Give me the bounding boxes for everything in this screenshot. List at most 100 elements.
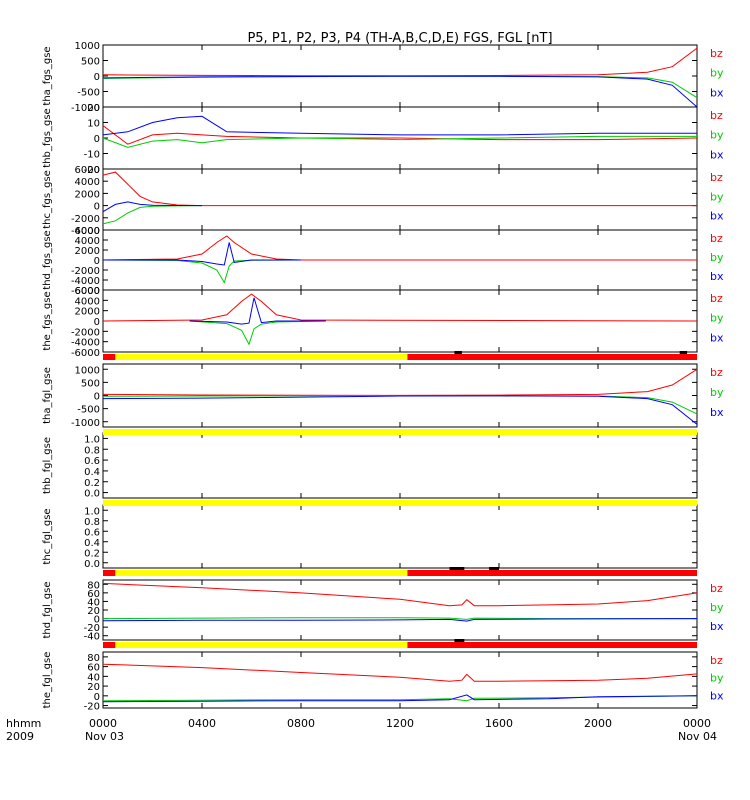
y-tick-label: 60 <box>87 589 100 600</box>
y-tick-label: 0.0 <box>84 559 100 570</box>
mode-bar <box>103 639 697 648</box>
series-line-by <box>102 617 697 620</box>
y-tick-label: -500 <box>77 405 100 416</box>
y-tick-label: 0.2 <box>84 548 100 559</box>
series-line-bz <box>102 582 698 607</box>
mode-bar-mark <box>489 567 499 570</box>
legend-by: by <box>710 601 724 614</box>
legend-bx: bx <box>710 406 724 419</box>
y-tick-label: -6000 <box>71 348 100 359</box>
panel-ylabel: thd_fgl_gse <box>42 582 53 639</box>
mode-bar-segment <box>103 500 697 506</box>
panel-ylabel: thc_fgl_gse <box>42 508 53 564</box>
x-tick-label: 0800 <box>287 717 315 730</box>
mode-bar-segment <box>115 642 408 648</box>
y-tick-label: 4000 <box>75 177 100 188</box>
mode-bar <box>103 429 697 435</box>
y-tick-label: 0 <box>94 256 100 267</box>
panel-ylabel: thd_fgs_gse <box>42 230 53 289</box>
series-line-bz <box>102 235 697 261</box>
y-tick-label: 4000 <box>75 296 100 307</box>
mode-bar <box>103 567 697 576</box>
panel-the_fgs_gse: the_fgs_gse 6000400020000-2000-4000-6000b… <box>42 286 724 359</box>
figure-title: P5, P1, P2, P3, P4 (TH-A,B,C,D,E) FGS, F… <box>247 31 552 46</box>
mode-bar-mark <box>454 351 462 354</box>
legend-bz: bz <box>710 47 723 60</box>
series-line-by <box>102 205 203 225</box>
legend-bz: bz <box>710 292 723 305</box>
x-tick-label: 0400 <box>188 717 216 730</box>
y-tick-label: 40 <box>87 672 100 683</box>
y-tick-label: 0.8 <box>84 445 100 456</box>
legend-bx: bx <box>710 210 724 223</box>
y-tick-label: 40 <box>87 597 100 608</box>
legend-bx: bx <box>710 148 724 161</box>
y-tick-label: -1000 <box>71 418 100 429</box>
panel-ylabel: thb_fgl_gse <box>42 437 53 494</box>
y-tick-label: -40 <box>84 632 100 643</box>
panel-thb_fgl_gse: thb_fgl_gse 1.00.80.60.40.20.0 <box>42 432 698 500</box>
y-tick-label: 500 <box>81 378 100 389</box>
panel-ylabel: the_fgs_gse <box>42 291 53 350</box>
legend-bz: bz <box>710 582 723 595</box>
x-tick-label: 0000 <box>683 717 711 730</box>
x-tick-label: 1200 <box>386 717 414 730</box>
panel-ylabel: the_fgl_gse <box>42 652 53 709</box>
legend-bx: bx <box>710 331 724 344</box>
y-tick-label: -2000 <box>71 327 100 338</box>
y-tick-label: 0.2 <box>84 478 100 489</box>
y-tick-label: -500 <box>77 88 100 99</box>
series-line-by <box>102 695 698 702</box>
legend-bx: bx <box>710 620 724 633</box>
y-tick-label: -4000 <box>71 338 100 349</box>
panel-ylabel: thb_fgs_gse <box>42 108 53 167</box>
y-tick-label: 80 <box>87 653 100 664</box>
y-tick-label: 80 <box>87 580 100 591</box>
y-tick-label: 500 <box>81 57 100 68</box>
mode-bar-segment <box>115 354 408 360</box>
y-tick-label: 6000 <box>75 226 100 237</box>
y-tick-label: -1000 <box>71 103 100 114</box>
panel-frame <box>102 579 698 641</box>
panel-ylabel: tha_fgl_gse <box>42 367 53 424</box>
legend-bx: bx <box>710 86 724 99</box>
panel-frame <box>102 504 698 569</box>
panel-frame <box>102 168 698 231</box>
y-tick-label: -2000 <box>71 266 100 277</box>
series-line-bz <box>102 368 698 396</box>
y-tick-label: 0 <box>94 692 100 703</box>
series-line-bx <box>189 297 326 325</box>
legend-by: by <box>710 672 724 685</box>
y-tick-label: -20 <box>84 165 100 176</box>
y-tick-label: 0.8 <box>84 517 100 528</box>
y-tick-label: 2000 <box>75 307 100 318</box>
y-tick-label: 0 <box>94 72 100 83</box>
y-tick-label: 0.6 <box>84 456 100 467</box>
mode-bar-segment <box>407 642 697 648</box>
y-tick-label: 0 <box>94 317 100 328</box>
legend-bz: bz <box>710 171 723 184</box>
y-tick-label: 20 <box>87 682 100 693</box>
panel-thd_fgs_gse: thd_fgs_gse 6000400020000-2000-4000-6000b… <box>42 226 724 297</box>
series-line-bz <box>102 125 698 145</box>
legend-bx: bx <box>710 689 724 702</box>
mode-bar <box>103 500 697 506</box>
series-line-bx <box>102 115 697 136</box>
series-line-bx <box>102 201 203 213</box>
y-tick-label: 0 <box>94 134 100 145</box>
legend-bx: bx <box>710 270 724 283</box>
y-tick-label: 6000 <box>75 165 100 176</box>
series-line-bx <box>102 618 698 622</box>
panel-frame <box>102 432 698 499</box>
x-tick-label: 0000 <box>89 717 117 730</box>
panel-tha_fgs_gse: tha_fgs_gse 1000 500 0 -500 -1000 bz by bx <box>42 41 724 114</box>
mode-bar-segment <box>115 570 408 576</box>
series-line-bx <box>102 395 698 425</box>
panel-ylabel: tha_fgs_gse <box>42 46 53 105</box>
y-tick-label: 2000 <box>75 246 100 257</box>
y-tick-label: -2000 <box>71 214 100 225</box>
legend-bz: bz <box>710 654 723 667</box>
mode-bar-mark <box>454 639 465 642</box>
